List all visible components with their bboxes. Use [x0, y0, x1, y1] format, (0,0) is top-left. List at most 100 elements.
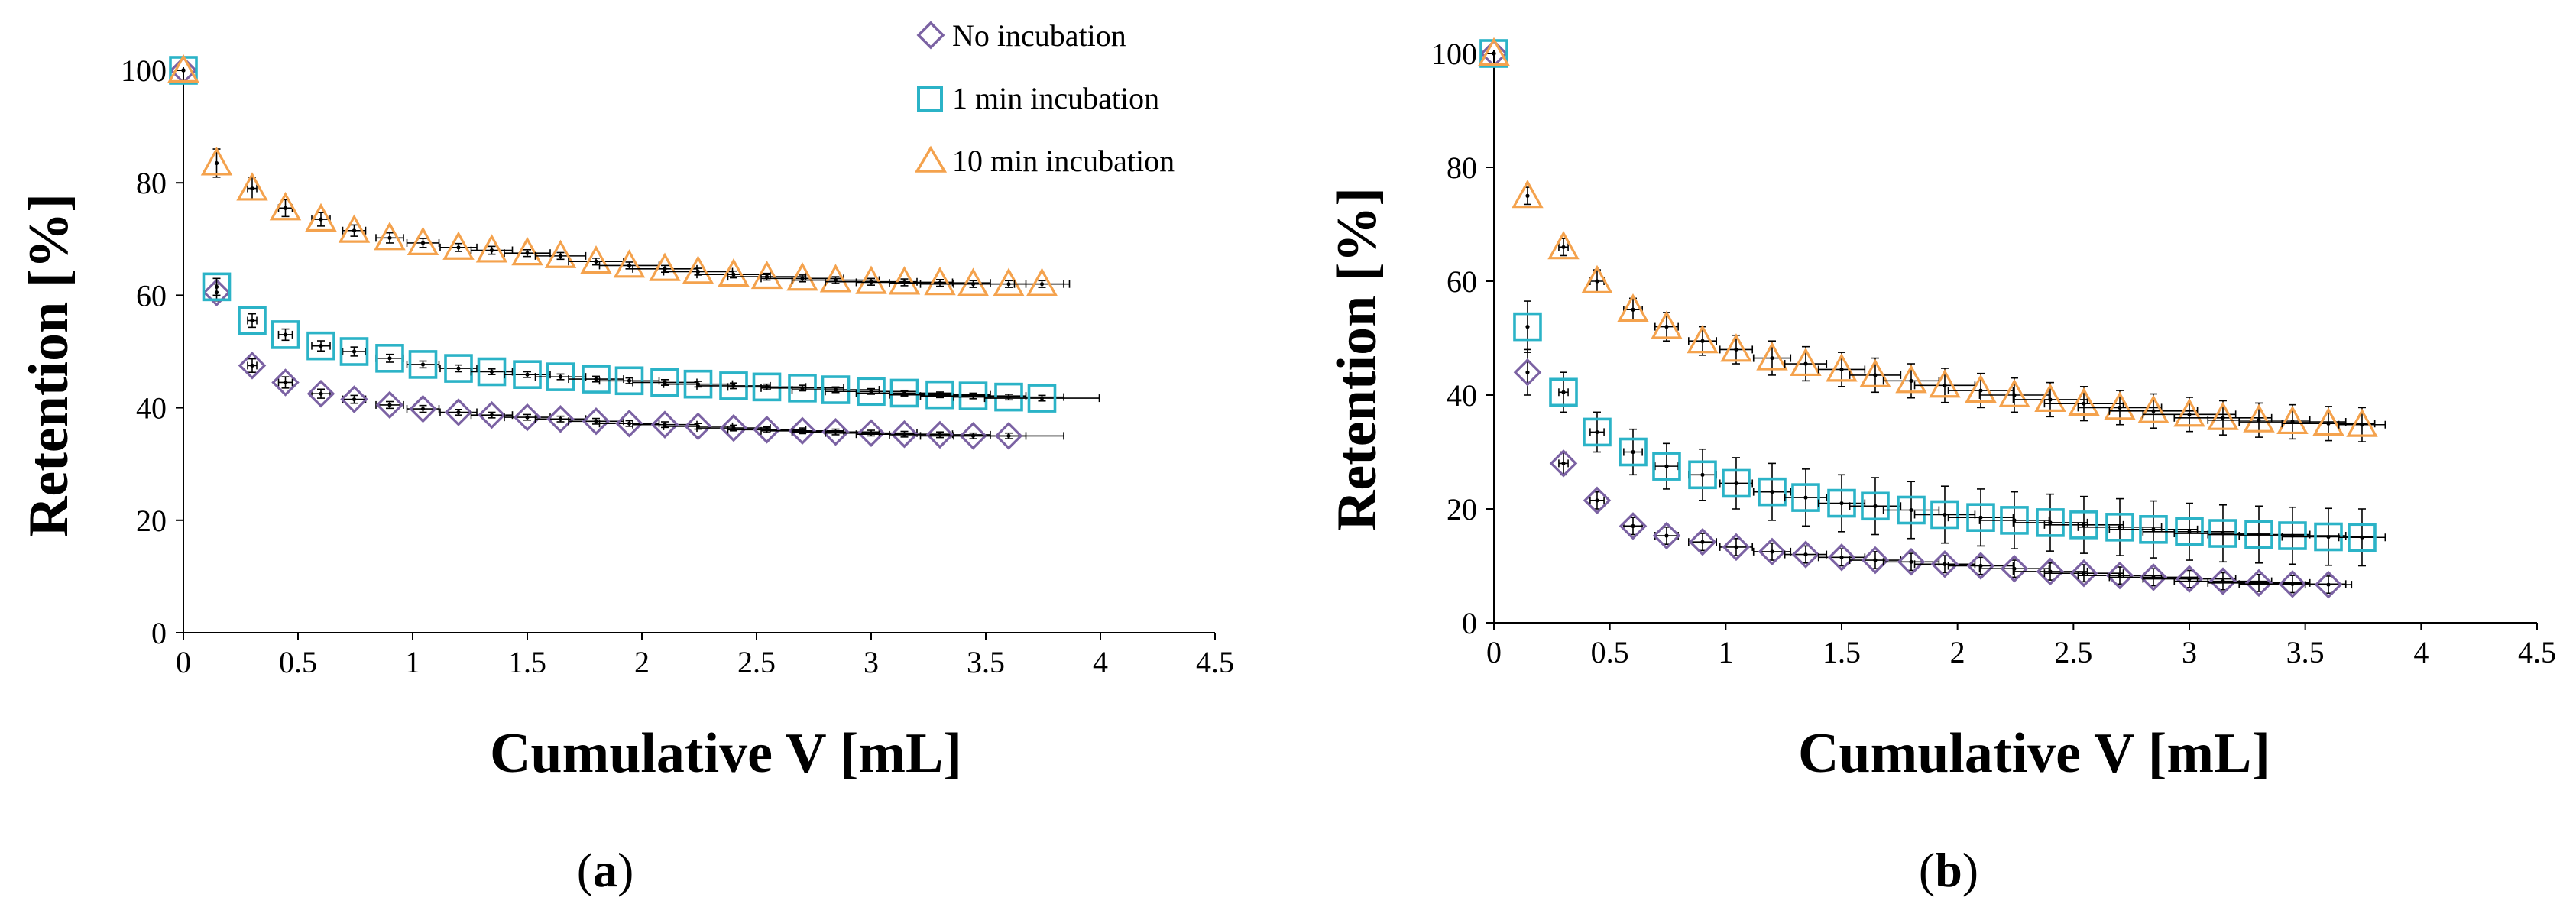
y-tick-label: 80	[136, 166, 167, 200]
data-point-center	[2187, 577, 2192, 582]
x-tick-label: 3	[2182, 635, 2197, 669]
data-point-square	[788, 374, 817, 403]
data-point-center	[833, 277, 838, 283]
data-point-diamond	[306, 379, 335, 408]
data-point-square	[1758, 477, 1787, 507]
legend-triangle-marker	[914, 145, 948, 173]
data-point-triangle	[924, 266, 956, 296]
x-tick-label: 4	[2413, 635, 2429, 669]
data-point-center	[214, 160, 219, 166]
data-point-triangle	[1998, 378, 2030, 408]
data-point-center	[2360, 535, 2364, 540]
data-point-diamond	[2244, 569, 2273, 598]
y-tick-label: 60	[136, 278, 167, 313]
y-axis-title-b: Retention [%]	[1326, 187, 1388, 531]
data-point-diamond	[271, 368, 300, 397]
data-point-center	[420, 241, 426, 245]
chart-panel-b: 0 0.5 1 1.5 2 2.5 3 3.5 4 4.5 0 20 40 60 80 100 Cumula…	[1326, 37, 2556, 897]
data-point-center	[214, 284, 219, 289]
data-point-square	[1583, 417, 1612, 447]
data-point-center	[1839, 367, 1844, 372]
data-point-center	[1700, 472, 1705, 477]
data-point-center	[420, 362, 426, 367]
data-point-diamond	[1827, 543, 1856, 572]
data-point-diamond	[2069, 559, 2098, 588]
data-point-square	[1861, 491, 1890, 521]
x-tick-label: 4.5	[2518, 635, 2556, 669]
data-point-square	[2348, 523, 2377, 552]
data-point-center	[1839, 501, 1844, 506]
data-point-center	[800, 276, 805, 280]
data-point-center	[1561, 245, 1566, 249]
legend-label-10-min-incubation: 10 min incubation	[952, 144, 1175, 178]
data-point-center	[319, 344, 323, 348]
data-point-triangle	[888, 266, 921, 295]
data-point-square	[925, 380, 954, 410]
series-1-min-incubation	[1479, 39, 2386, 567]
data-point-diamond	[650, 410, 679, 439]
data-point-center	[352, 228, 357, 233]
panel-label-a-close: )	[617, 843, 633, 897]
data-point-diamond	[1897, 548, 1926, 576]
data-point-diamond	[375, 390, 404, 420]
data-point-center	[2151, 575, 2156, 580]
data-point-square	[683, 369, 713, 399]
data-point-center	[1734, 481, 1738, 486]
data-point-square	[719, 371, 748, 400]
data-point-square	[1791, 483, 1820, 512]
data-point-diamond	[2139, 563, 2168, 591]
data-point-center	[2118, 405, 2122, 410]
data-point-center	[420, 407, 426, 411]
y-tick-label: 100	[121, 53, 167, 88]
data-point-diamond	[1513, 358, 1542, 387]
data-point-center	[1525, 193, 1530, 198]
data-point-center	[387, 356, 392, 361]
data-point-center	[2048, 520, 2053, 525]
data-point-diamond	[2000, 554, 2029, 583]
data-point-diamond	[684, 412, 712, 441]
x-tick-label: 2.5	[737, 645, 776, 679]
data-point-center	[2360, 423, 2364, 427]
data-point-center	[1803, 361, 1808, 366]
data-point-center	[456, 366, 461, 371]
data-point-diamond	[238, 352, 267, 380]
data-point-triangle	[682, 255, 714, 284]
data-point-center	[1595, 498, 1599, 503]
data-point-center	[627, 378, 632, 383]
data-point-center	[456, 410, 461, 415]
x-axis-title-b: Cumulative V [mL]	[1798, 722, 2270, 785]
data-point-center	[2187, 412, 2192, 416]
y-tick-label: 40	[1447, 378, 1477, 413]
data-point-square	[2175, 517, 2204, 546]
data-point-center	[525, 251, 530, 255]
data-point-square	[2105, 513, 2134, 542]
data-point-center	[1909, 378, 1913, 383]
data-point-center	[1734, 545, 1738, 549]
x-tick-label: 4.5	[1196, 645, 1234, 679]
data-point-center	[2082, 401, 2086, 406]
data-point-triangle	[1617, 293, 1649, 322]
data-point-center	[1492, 51, 1496, 56]
panel-label-b-close: )	[1962, 843, 1978, 897]
data-point-diamond	[890, 420, 919, 449]
x-tick-labels-b: 0 0.5 1 1.5 2 2.5 3 3.5 4 4.5	[1486, 635, 2556, 669]
data-point-triangle	[511, 236, 543, 266]
data-point-diamond	[2105, 561, 2134, 590]
data-point-square	[752, 372, 782, 402]
x-tick-label: 0.5	[279, 645, 317, 679]
x-tick-label: 1	[405, 645, 420, 679]
data-point-triangle	[167, 53, 199, 83]
data-point-diamond	[1722, 533, 1751, 562]
panel-label-a-letter: a	[593, 843, 617, 897]
series-no-incubation	[169, 56, 1064, 450]
data-point-center	[1943, 562, 1947, 566]
data-point-square	[375, 344, 404, 373]
y-tick-label: 100	[1431, 37, 1477, 71]
data-point-center	[2290, 420, 2295, 424]
data-point-diamond	[2175, 565, 2204, 593]
data-point-triangle	[475, 234, 508, 263]
data-point-square	[650, 368, 679, 397]
data-point-center	[1839, 555, 1844, 559]
data-point-diamond	[1549, 449, 1578, 478]
panel-label-b-open: (	[1919, 843, 1935, 897]
